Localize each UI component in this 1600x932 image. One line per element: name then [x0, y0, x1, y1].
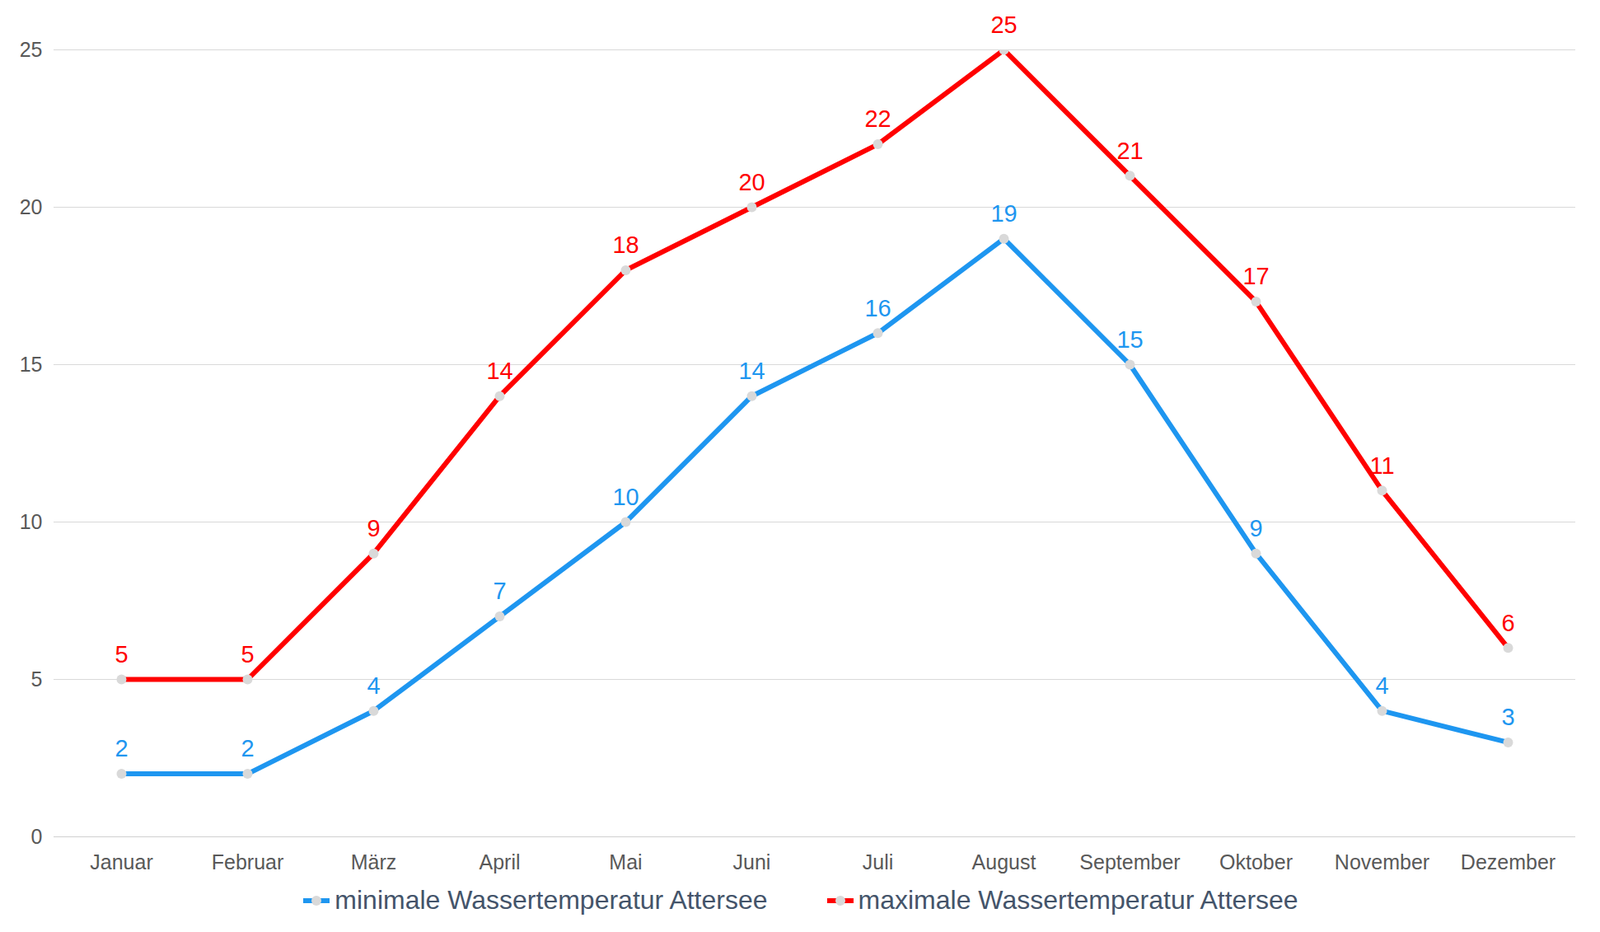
svg-text:Juli: Juli — [862, 850, 894, 874]
html-text:maximale Wassertemperatur Atte: maximale Wassertemperatur Attersee — [858, 884, 1299, 915]
svg-text:September: September — [1079, 850, 1180, 874]
svg-text:4: 4 — [366, 672, 380, 699]
svg-text:5: 5 — [31, 667, 43, 691]
html-text:minimale Wassertemperatur Atte: minimale Wassertemperatur Attersee — [334, 884, 768, 915]
svg-text:21: 21 — [1116, 137, 1143, 164]
svg-text:25: 25 — [19, 37, 43, 61]
svg-text:15: 15 — [1116, 326, 1143, 353]
svg-text:14: 14 — [738, 357, 765, 384]
svg-text:7: 7 — [492, 577, 506, 604]
svg-text:Oktober: Oktober — [1219, 850, 1293, 874]
svg-text:22: 22 — [864, 105, 891, 132]
svg-text:November: November — [1334, 850, 1430, 874]
svg-text:Januar: Januar — [89, 850, 153, 874]
svg-text:Februar: Februar — [211, 850, 285, 874]
svg-text:August: August — [972, 850, 1037, 874]
svg-text:11: 11 — [1369, 452, 1395, 479]
svg-text:20: 20 — [738, 168, 765, 196]
svg-text:20: 20 — [19, 195, 43, 219]
svg-text:4: 4 — [1375, 672, 1389, 699]
svg-text:3: 3 — [1501, 703, 1515, 730]
svg-text:18: 18 — [612, 231, 639, 258]
svg-text:15: 15 — [19, 352, 43, 376]
svg-text:17: 17 — [1242, 262, 1269, 290]
svg-text:25: 25 — [990, 11, 1017, 38]
svg-text:6: 6 — [1501, 609, 1515, 637]
svg-text:14: 14 — [486, 357, 513, 384]
svg-text:Juni: Juni — [733, 850, 772, 874]
svg-text:5: 5 — [114, 640, 128, 668]
svg-text:5: 5 — [240, 640, 254, 668]
svg-text:0: 0 — [31, 824, 43, 848]
svg-text:16: 16 — [864, 294, 891, 322]
svg-text:Dezember: Dezember — [1460, 850, 1556, 874]
svg-text:2: 2 — [114, 734, 128, 762]
svg-text:10: 10 — [19, 509, 43, 534]
svg-text:März: März — [350, 850, 398, 874]
svg-text:9: 9 — [1249, 514, 1263, 542]
svg-text:2: 2 — [240, 734, 254, 762]
svg-text:April: April — [478, 850, 520, 874]
svg-text:9: 9 — [366, 514, 380, 542]
svg-text:19: 19 — [990, 200, 1017, 227]
svg-text:10: 10 — [612, 483, 639, 510]
svg-text:Mai: Mai — [608, 850, 642, 874]
